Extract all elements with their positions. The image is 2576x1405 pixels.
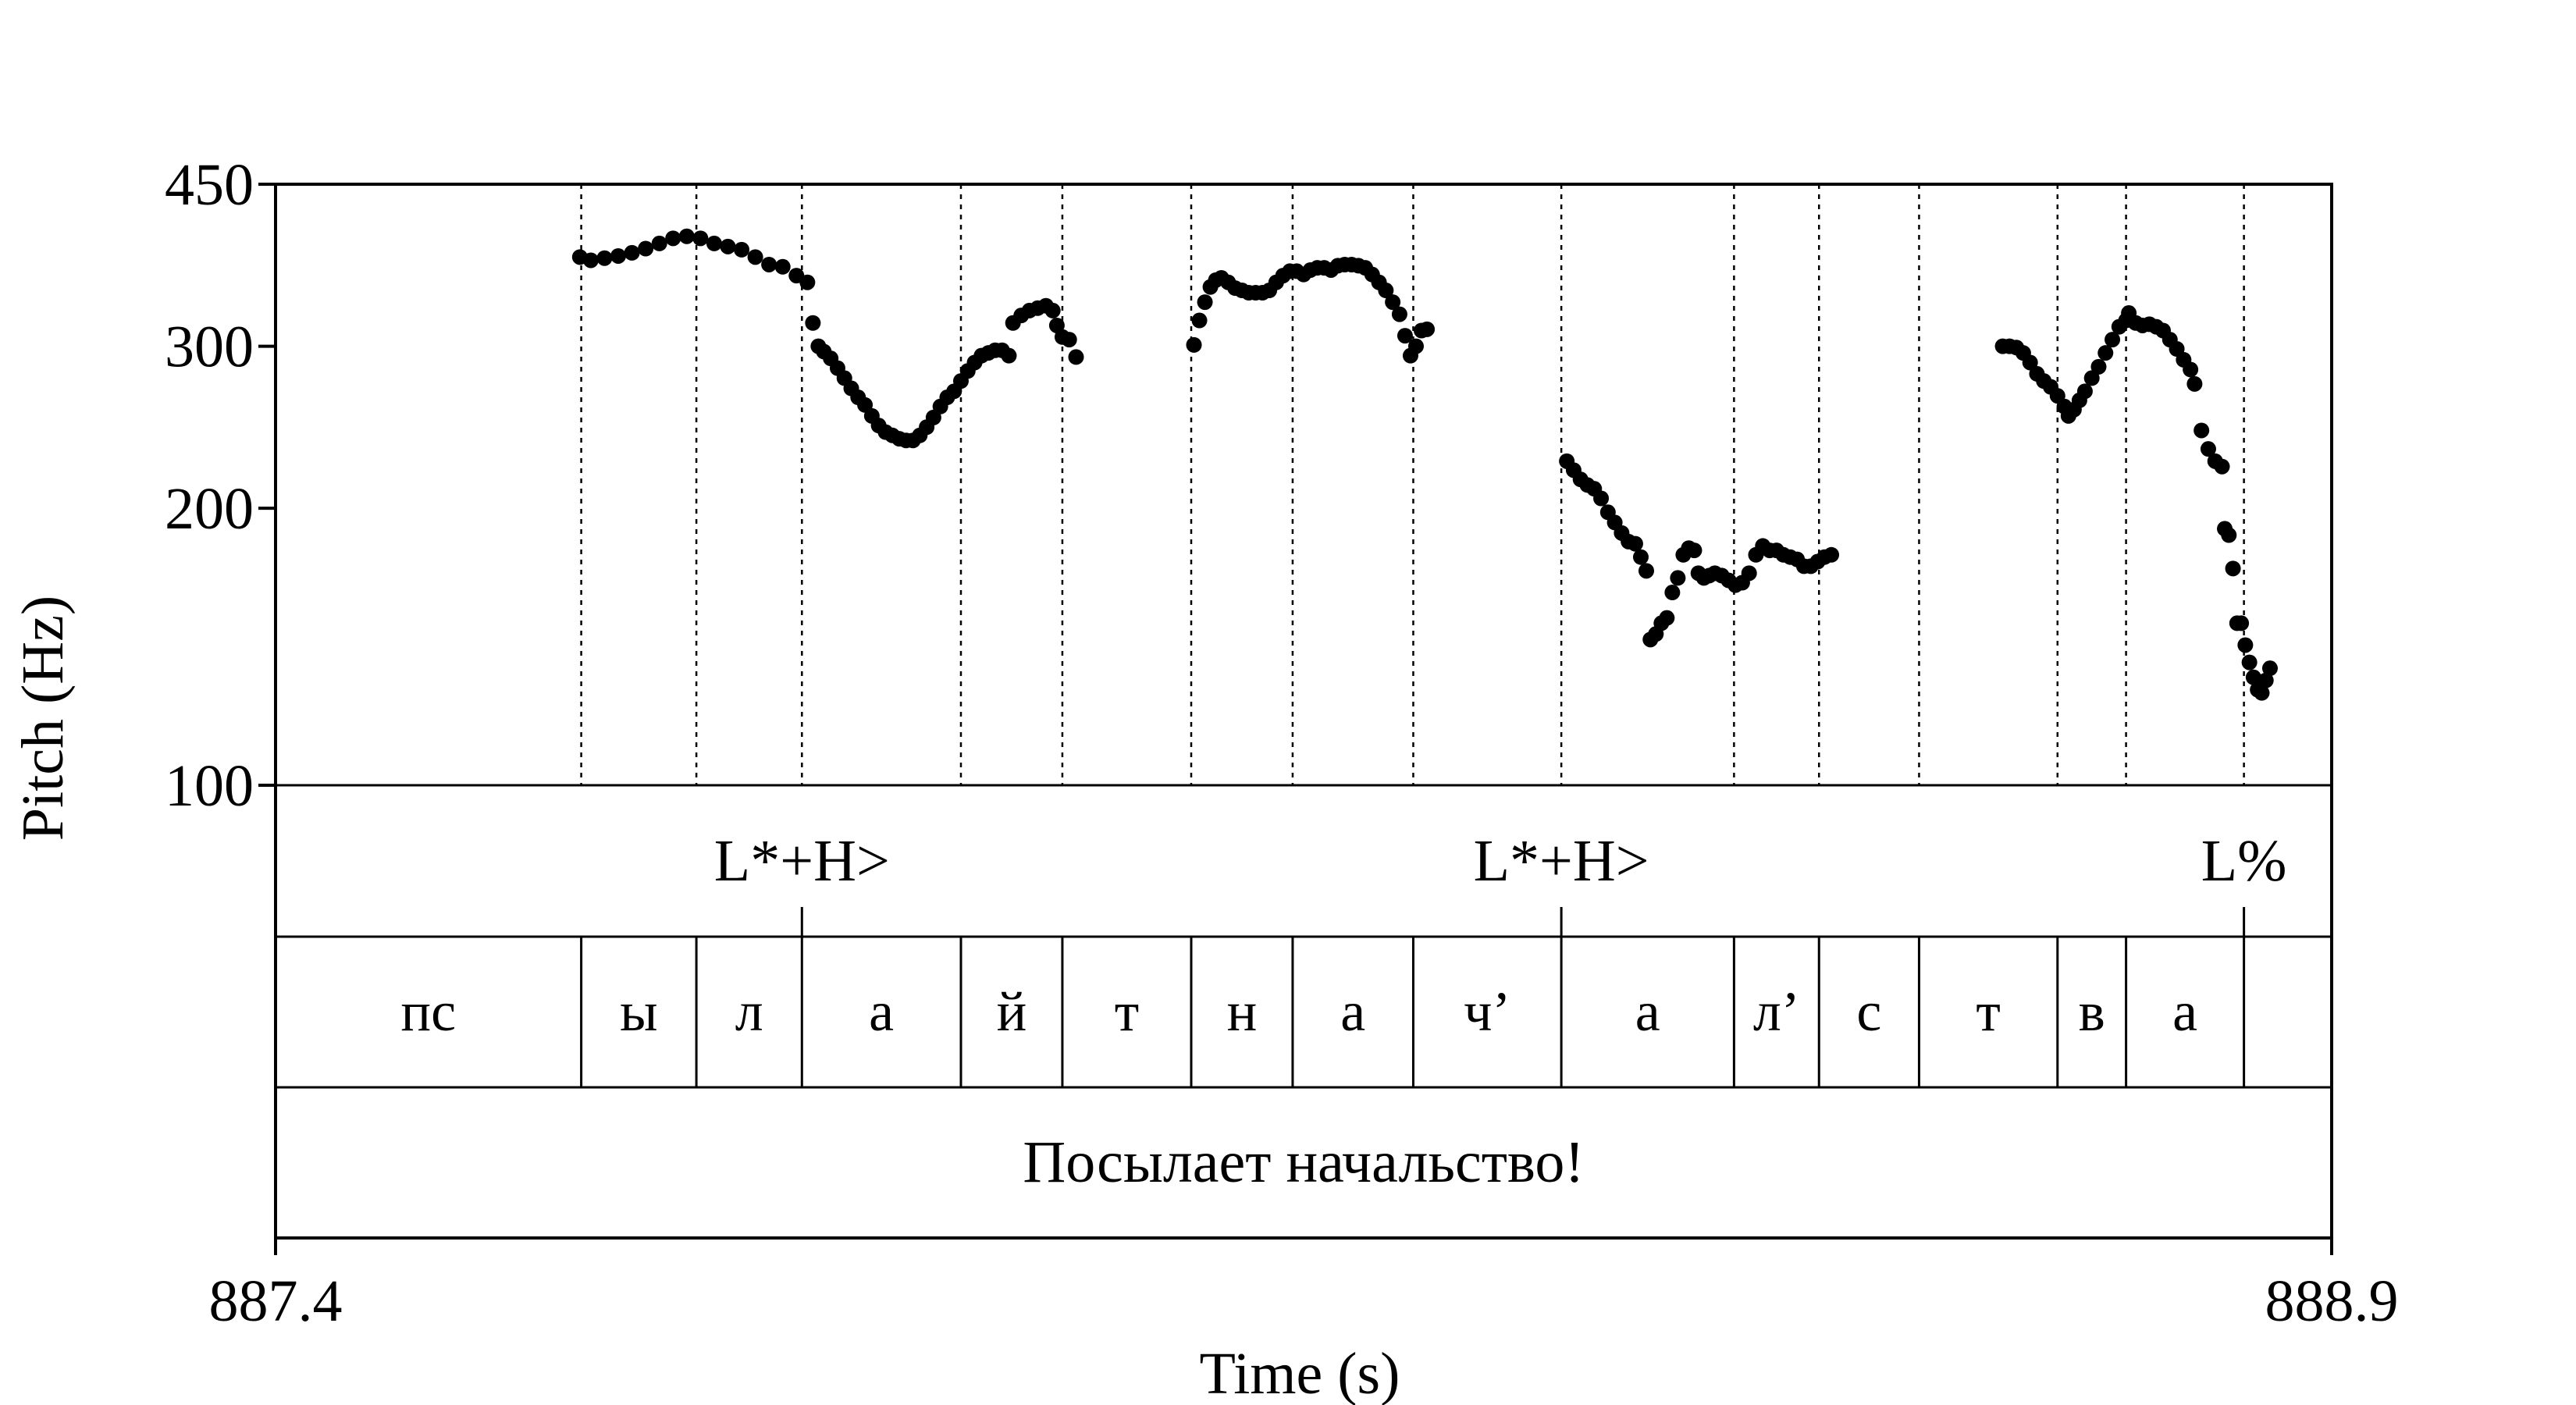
pitch-point <box>1659 610 1675 626</box>
pitch-point <box>1186 336 1202 353</box>
pitch-point <box>1638 563 1654 579</box>
segment-label: т <box>1115 980 1139 1043</box>
pitch-point <box>706 235 722 251</box>
pitch-point <box>2261 660 2278 677</box>
pitch-point <box>1068 349 1084 365</box>
pitch-point <box>1391 306 1407 322</box>
pitch-point <box>1670 570 1686 586</box>
pitch-point <box>1061 332 1077 348</box>
pitch-point <box>2200 441 2216 457</box>
segment-label: пс <box>401 980 457 1043</box>
pitch-points <box>571 228 2278 701</box>
x-tick-label: 887.4 <box>209 1268 343 1334</box>
pitch-point <box>2233 615 2250 631</box>
pitch-point <box>747 249 763 265</box>
utterance-tier: Посылает начальство! <box>1023 1129 1584 1195</box>
pitch-point <box>2183 361 2199 378</box>
pitch-point <box>1197 294 1213 311</box>
pitch-point <box>774 258 791 275</box>
pitch-point <box>720 238 736 254</box>
pitch-point <box>2105 332 2121 348</box>
pitch-point <box>651 235 667 251</box>
pitch-point <box>2083 370 2100 386</box>
pitch-point <box>1378 283 1394 299</box>
pitch-point <box>1686 542 1703 559</box>
pitch-point <box>1001 347 1017 364</box>
y-tick-label: 300 <box>165 315 254 380</box>
pitch-point <box>1044 302 1061 318</box>
pitch-point <box>610 247 626 264</box>
pitch-point <box>2186 375 2203 392</box>
pitch-point <box>1627 535 1643 552</box>
pitch-point <box>1407 338 1424 354</box>
pitch-point <box>692 230 709 247</box>
pitch-point <box>678 228 695 244</box>
x-axis-ticks: 887.4 888.9 <box>209 1238 2399 1334</box>
tone-tier-labels: L*+H> L*+H> L% <box>714 828 2287 894</box>
pitch-boundary-lines <box>580 184 2245 785</box>
pitch-point <box>638 240 654 257</box>
segment-label: й <box>997 980 1027 1043</box>
pitch-point <box>2097 345 2114 361</box>
segment-label: с <box>1856 980 1881 1043</box>
pitch-point <box>1741 565 1757 582</box>
segment-label: ч’ <box>1464 980 1510 1043</box>
y-tick-label: 100 <box>165 753 254 819</box>
y-axis-title: Pitch (Hz) <box>10 596 76 841</box>
segment-label: н <box>1227 980 1258 1043</box>
pitch-point <box>2245 669 2261 685</box>
segment-label: л <box>735 980 763 1043</box>
y-axis-ticks: 450 300 200 100 <box>165 152 276 819</box>
pitch-point <box>734 241 750 258</box>
pitch-point <box>2214 458 2230 475</box>
x-axis-title: Time (s) <box>1200 1341 1400 1405</box>
tone-label: L*+H> <box>1474 828 1649 894</box>
pitch-point <box>2241 654 2258 670</box>
pitch-point <box>1191 312 1208 329</box>
pitch-point <box>1419 321 1436 337</box>
pitch-point <box>1397 328 1413 344</box>
pitch-point <box>2237 637 2254 653</box>
pitch-point <box>1593 490 1610 507</box>
segment-label: ы <box>620 980 657 1043</box>
frame <box>274 183 2333 1240</box>
tier-boundary-ticks <box>580 907 2246 1087</box>
utterance-label: Посылает начальство! <box>1023 1129 1584 1195</box>
tone-label: L% <box>2201 828 2287 894</box>
pitch-point <box>1385 294 1401 311</box>
tone-label: L*+H> <box>714 828 890 894</box>
pitch-point <box>799 274 816 290</box>
pitch-point <box>1664 585 1681 601</box>
y-tick-label: 200 <box>165 476 254 542</box>
pitch-point <box>761 256 777 272</box>
pitch-point <box>596 250 613 266</box>
pitch-point <box>1632 549 1649 565</box>
pitch-point <box>2076 383 2093 400</box>
segment-label: а <box>2172 980 2197 1043</box>
pitch-point <box>665 230 681 247</box>
pitch-point <box>2258 672 2274 688</box>
pitch-point <box>2090 358 2107 375</box>
pitch-point <box>582 252 599 269</box>
segment-label: а <box>1635 980 1660 1043</box>
segment-label: л’ <box>1753 980 1800 1043</box>
pitch-point <box>1823 546 1840 563</box>
pitch-point <box>2254 685 2270 701</box>
pitch-point <box>2225 560 2241 577</box>
segment-tier-labels: пс ы л а й т н а ч’ а л’ с т в а <box>401 980 2198 1043</box>
pitch-point <box>805 315 821 331</box>
x-tick-label: 888.9 <box>2265 1268 2399 1334</box>
pitch-point <box>2221 527 2237 543</box>
segment-label: в <box>2079 980 2105 1043</box>
y-tick-label: 450 <box>165 152 254 218</box>
pitch-point <box>2194 422 2210 439</box>
segment-label: а <box>1340 980 1365 1043</box>
segment-label: а <box>869 980 894 1043</box>
pitch-point <box>2022 354 2038 371</box>
pitch-point <box>624 244 640 261</box>
segment-label: т <box>1976 980 2000 1043</box>
chart-frame <box>274 183 2333 1240</box>
